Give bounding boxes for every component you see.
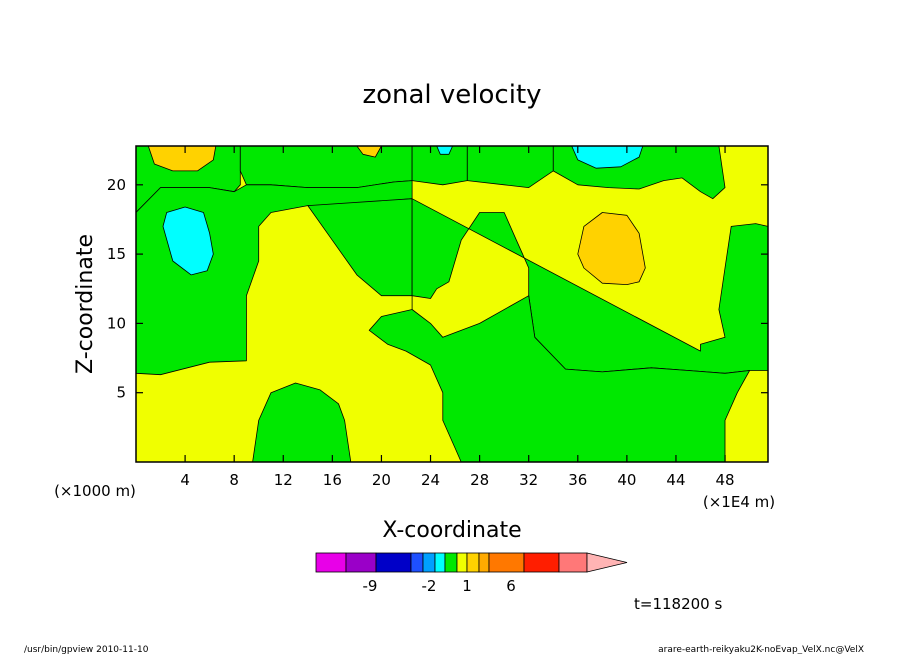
contour-region-negative_-2_-1 <box>436 146 454 155</box>
colorbar-segment <box>315 552 347 573</box>
x-axis: 4 8 12 16 20 24 28 32 36 40 44 48 <box>180 146 735 489</box>
colorbar-segment <box>558 552 588 573</box>
x-tick-label: 8 <box>229 471 239 489</box>
colorbar-extension-arrow <box>586 552 628 573</box>
x-tick-label: 44 <box>666 471 685 489</box>
x-scale-label: (×1E4 m) <box>703 493 775 511</box>
colorbar-segment <box>375 552 412 573</box>
y-tick-label: 10 <box>107 314 126 332</box>
contour-region-negative_-2_-1 <box>571 146 644 169</box>
colorbar: -9 -2 1 6 <box>315 552 628 595</box>
x-tick-label: 20 <box>372 471 391 489</box>
colorbar-label: 6 <box>506 577 516 595</box>
contour-region-negative_-2_-1 <box>162 206 214 276</box>
y-axis: 5 10 15 20 <box>107 176 768 402</box>
x-tick-label: 36 <box>568 471 587 489</box>
colorbar-segment <box>444 552 458 573</box>
colorbar-segment <box>466 552 480 573</box>
colorbar-segment <box>345 552 377 573</box>
x-tick-label: 12 <box>274 471 293 489</box>
colorbar-label: 1 <box>462 577 472 595</box>
contour-region-negative_-1_0 <box>252 382 352 462</box>
x-tick-label: 16 <box>323 471 342 489</box>
x-tick-label: 40 <box>617 471 636 489</box>
y-scale-label: (×1000 m) <box>54 482 136 500</box>
x-axis-label: X-coordinate <box>382 518 521 543</box>
contour-region-positive_1_2 <box>356 146 382 158</box>
y-axis-label: Z-coordinate <box>73 234 98 374</box>
contour-region-positive_1_2 <box>577 212 646 286</box>
colorbar-segment <box>523 552 560 573</box>
contour-region-positive_1_2 <box>147 146 217 172</box>
colorbar-segment <box>410 552 424 573</box>
x-tick-label: 28 <box>470 471 489 489</box>
colorbar-label: -2 <box>422 577 437 595</box>
x-tick-label: 4 <box>180 471 190 489</box>
colorbar-segment <box>422 552 436 573</box>
x-tick-label: 48 <box>716 471 735 489</box>
x-tick-label: 32 <box>519 471 538 489</box>
colorbar-segment <box>488 552 525 573</box>
x-tick-label: 24 <box>421 471 440 489</box>
time-label: t=118200 s <box>634 595 722 613</box>
y-tick-label: 5 <box>116 384 126 402</box>
contour-region-negative_-1_0 <box>411 146 468 186</box>
colorbar-segment <box>478 552 490 573</box>
y-tick-label: 15 <box>107 245 126 263</box>
y-tick-label: 20 <box>107 176 126 194</box>
colorbar-segment <box>456 552 468 573</box>
colorbar-label: -9 <box>363 577 378 595</box>
contour-region-negative_-1_0 <box>466 146 554 189</box>
chart-title: zonal velocity <box>362 80 541 110</box>
footer-left-label: /usr/bin/gpview 2010-11-10 <box>24 645 149 654</box>
colorbar-segment <box>434 552 446 573</box>
contour-region-negative_-1_0 <box>368 295 750 462</box>
footer-right-label: arare-earth-reikyaku2K-noEvap_VelX.nc@Ve… <box>658 645 864 654</box>
plot-frame <box>135 145 769 463</box>
contour-region-negative_-1_0 <box>239 146 413 189</box>
contour-regions <box>136 146 768 462</box>
